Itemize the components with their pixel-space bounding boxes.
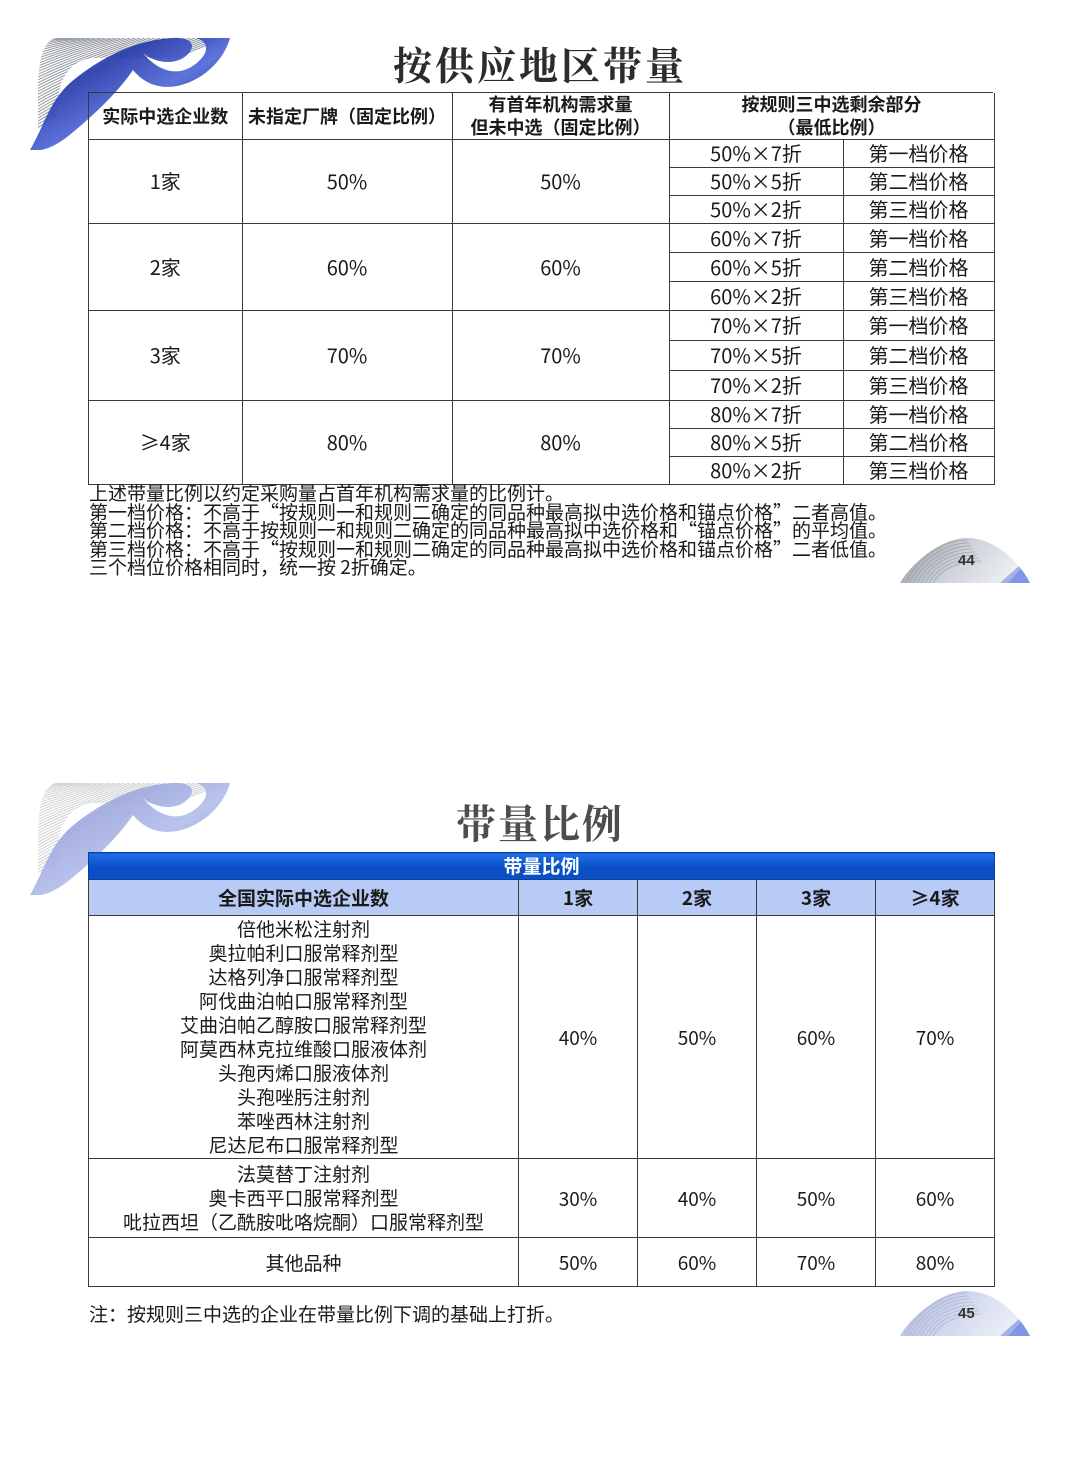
svg-text:45: 45	[958, 1305, 975, 1322]
svg-text:44: 44	[958, 552, 975, 569]
